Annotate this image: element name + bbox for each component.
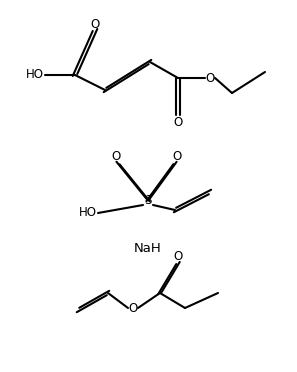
Text: O: O [128, 301, 138, 314]
Text: NaH: NaH [134, 241, 162, 254]
Text: O: O [172, 150, 182, 163]
Text: S: S [144, 193, 152, 206]
Text: HO: HO [79, 206, 97, 219]
Text: O: O [205, 71, 215, 84]
Text: O: O [173, 115, 183, 128]
Text: O: O [90, 17, 99, 31]
Text: HO: HO [26, 68, 44, 81]
Text: O: O [111, 150, 121, 163]
Text: O: O [173, 250, 183, 263]
